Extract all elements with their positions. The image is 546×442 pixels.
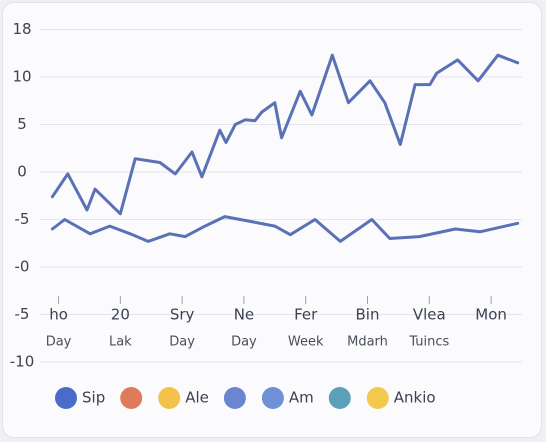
legend-swatch	[223, 387, 246, 409]
legend-swatch	[158, 387, 181, 409]
x-tick-label: ho	[49, 306, 68, 324]
y-tick-label: 10	[12, 68, 31, 86]
legend-label: Ankio	[394, 389, 436, 407]
legend-swatch	[261, 387, 284, 409]
y-tick-label: 0	[17, 163, 27, 181]
line	[50, 53, 520, 216]
x-tick-label: 20	[111, 306, 130, 324]
legend-label: Am	[289, 389, 314, 407]
y-tick-label: -10	[10, 353, 35, 371]
x-tick-label: Mon	[475, 306, 507, 324]
x-tick-label: Fer	[294, 306, 318, 324]
x-tick-sublabel: Day	[46, 335, 72, 350]
y-tick-label: -5	[15, 210, 30, 228]
x-tick-sublabel: Day	[231, 335, 257, 350]
y-tick-label: 5	[17, 115, 27, 133]
x-tick-label: Sry	[170, 306, 195, 324]
x-tick-sublabel: Week	[288, 335, 324, 350]
x-tick-sublabel: Mdarh	[347, 335, 388, 350]
x-tick-label: Vlea	[413, 306, 446, 324]
x-tick-sublabel: Day	[169, 335, 195, 350]
y-tick-label: 18	[12, 20, 31, 38]
x-tick-label: Bin	[356, 306, 380, 324]
x-tick-sublabel: Lak	[109, 335, 132, 350]
legend-swatch	[120, 387, 143, 409]
legend-swatch	[366, 387, 389, 409]
x-tick-label: Ne	[234, 306, 254, 324]
line	[50, 215, 520, 243]
y-tick-label: -5	[15, 305, 30, 323]
legend-swatch	[55, 387, 77, 409]
legend-swatch	[328, 387, 351, 409]
y-tick-label: -0	[15, 258, 30, 276]
legend-label: Sip	[82, 389, 105, 407]
legend-label: Ale	[185, 389, 209, 407]
x-tick-sublabel: Tuincs	[408, 335, 449, 350]
